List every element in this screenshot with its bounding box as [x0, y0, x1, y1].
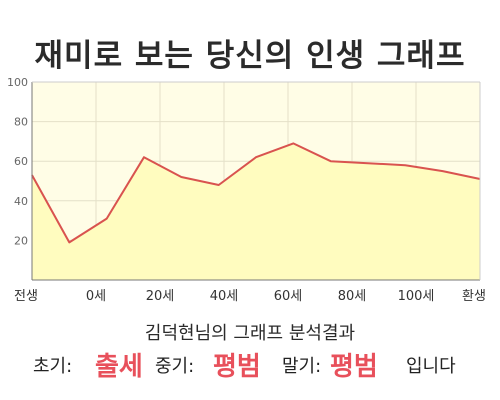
x-tick-label: 100세	[398, 289, 435, 304]
y-tick-label: 40	[14, 195, 28, 208]
x-tick-label: 0세	[86, 289, 106, 304]
early-period-label: 초기:	[33, 356, 73, 377]
early-period-value: 출세	[95, 352, 143, 382]
y-tick-label: 20	[14, 234, 28, 247]
life-line	[31, 142, 481, 244]
analysis-subtitle: 김덕현님의 그래프 분석결과	[144, 323, 356, 344]
y-tick-label: 80	[14, 116, 28, 129]
closing-text: 입니다	[406, 356, 456, 377]
life-area-fill	[32, 143, 480, 280]
x-tick-label: 80세	[338, 289, 367, 304]
y-tick-label: 100	[7, 76, 28, 89]
chart-title: 재미로 보는 당신의 인생 그래프	[34, 38, 466, 74]
y-tick-label: 60	[14, 155, 28, 168]
middle-period-value: 평범	[213, 352, 261, 382]
life-graph-chart: 100 80 60 40 20 전생 0세 20세 40세 60세 80세 100세 환생	[7, 76, 486, 304]
x-tick-label: 60세	[274, 289, 303, 304]
x-tick-label: 환생	[462, 289, 486, 304]
x-tick-label: 전생	[14, 289, 38, 304]
late-period-value: 평범	[330, 352, 378, 382]
x-tick-label: 20세	[146, 289, 175, 304]
late-period-label: 말기:	[282, 356, 322, 377]
x-tick-label: 40세	[210, 289, 239, 304]
middle-period-label: 중기:	[155, 356, 195, 377]
